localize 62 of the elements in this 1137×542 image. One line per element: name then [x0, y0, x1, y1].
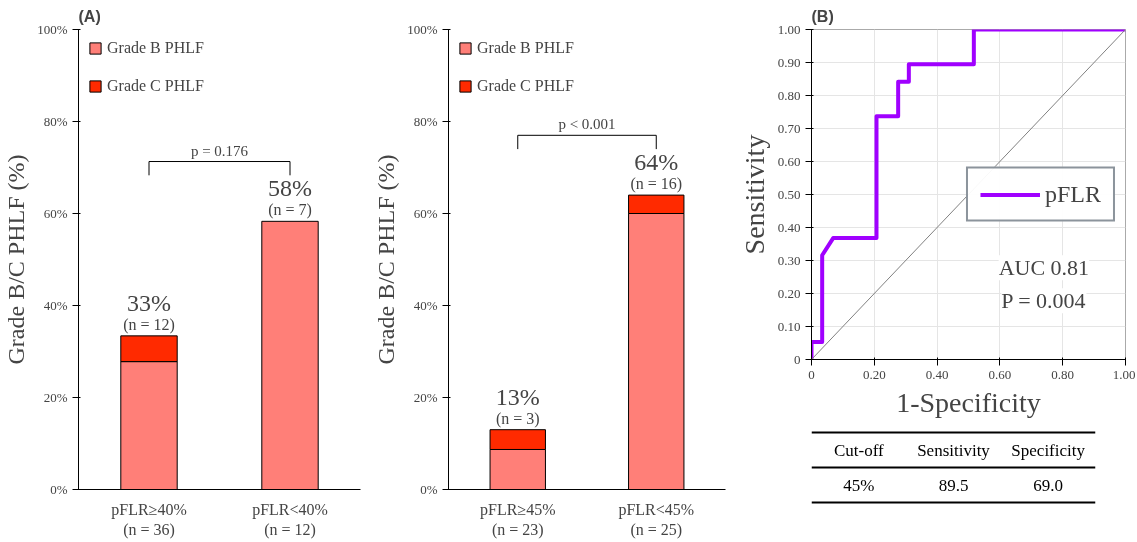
- annotation: (n = 12): [123, 316, 175, 335]
- y-tick-label: 80%: [43, 114, 68, 129]
- annotation: (n = 7): [268, 201, 312, 220]
- y-tick-label: 0.50: [777, 186, 801, 202]
- total-label: 33%: [127, 289, 171, 316]
- text: 89.5: [938, 475, 969, 495]
- text: Specificity: [1011, 440, 1086, 460]
- x-tick-label: pFLR≥45% (n = 23): [480, 500, 556, 539]
- y-axis-title: Sensitivity: [738, 134, 770, 255]
- y-tick-label: 40%: [43, 298, 68, 313]
- x-tick-label: 0.20: [862, 366, 886, 382]
- y-tick-label: 80%: [413, 114, 438, 129]
- text: Sensitivity: [917, 440, 991, 460]
- annotation: p < 0.001: [558, 116, 616, 133]
- y-tick-label: 0.20: [777, 285, 801, 301]
- x-tick-label: 0.80: [1051, 366, 1075, 382]
- legend-label: pFLR: [1044, 180, 1101, 208]
- y-tick-label: 100%: [37, 22, 68, 37]
- text: 45%: [843, 475, 875, 495]
- y-tick-label: 0: [794, 351, 801, 367]
- y-tick-label: 0.90: [777, 54, 801, 70]
- x-axis-title: 1-Specificity: [896, 386, 1041, 418]
- x-tick-label: 0: [808, 366, 815, 382]
- x-tick-label: pFLR<45% (n = 25): [618, 500, 695, 539]
- annotation: (n = 16): [630, 175, 683, 194]
- y-tick-label: 60%: [43, 206, 68, 221]
- legend-label: Grade B PHLF: [107, 39, 204, 57]
- x-tick-label: 0.60: [988, 366, 1012, 382]
- y-tick-label: 0.10: [777, 318, 801, 334]
- total-label: 64%: [634, 149, 679, 176]
- y-tick-label: 20%: [43, 390, 68, 405]
- text: Cut-off: [833, 440, 885, 460]
- y-axis-title: Grade B/C PHLF (%): [373, 154, 400, 365]
- chart-title: (A): [78, 7, 101, 25]
- y-tick-label: 0.70: [777, 120, 801, 136]
- y-tick-label: 0.30: [777, 252, 801, 268]
- annotation: p = 0.176: [190, 142, 249, 159]
- y-tick-label: 60%: [413, 206, 438, 221]
- total-label: 13%: [495, 383, 540, 410]
- y-axis-title: Grade B/C PHLF (%): [3, 154, 30, 365]
- annotation: (n = 3): [495, 409, 540, 428]
- total-label: 58%: [268, 175, 312, 202]
- chart-title: (B): [811, 7, 834, 25]
- x-tick-label: 0.40: [925, 366, 949, 382]
- y-tick-label: 100%: [407, 22, 438, 37]
- annotation: AUC 0.81: [998, 255, 1090, 281]
- legend-label: Grade C PHLF: [477, 77, 574, 95]
- x-tick-label: pFLR≥40% (n = 36): [111, 500, 187, 539]
- text: 69.0: [1033, 475, 1064, 495]
- y-tick-label: 1.00: [777, 21, 801, 37]
- legend-label: Grade B PHLF: [477, 39, 574, 57]
- y-tick-label: 0%: [420, 482, 438, 497]
- y-tick-label: 0.60: [777, 153, 801, 169]
- annotation: P = 0.004: [1001, 288, 1086, 314]
- x-tick-label: 1.00: [1112, 366, 1136, 382]
- y-tick-label: 0.40: [777, 219, 801, 235]
- y-tick-label: 0.80: [777, 87, 801, 103]
- y-tick-label: 0%: [50, 482, 68, 497]
- y-tick-label: 40%: [413, 298, 438, 313]
- legend-label: Grade C PHLF: [107, 77, 204, 95]
- x-tick-label: pFLR<40% (n = 12): [252, 500, 328, 539]
- y-tick-label: 20%: [413, 390, 438, 405]
